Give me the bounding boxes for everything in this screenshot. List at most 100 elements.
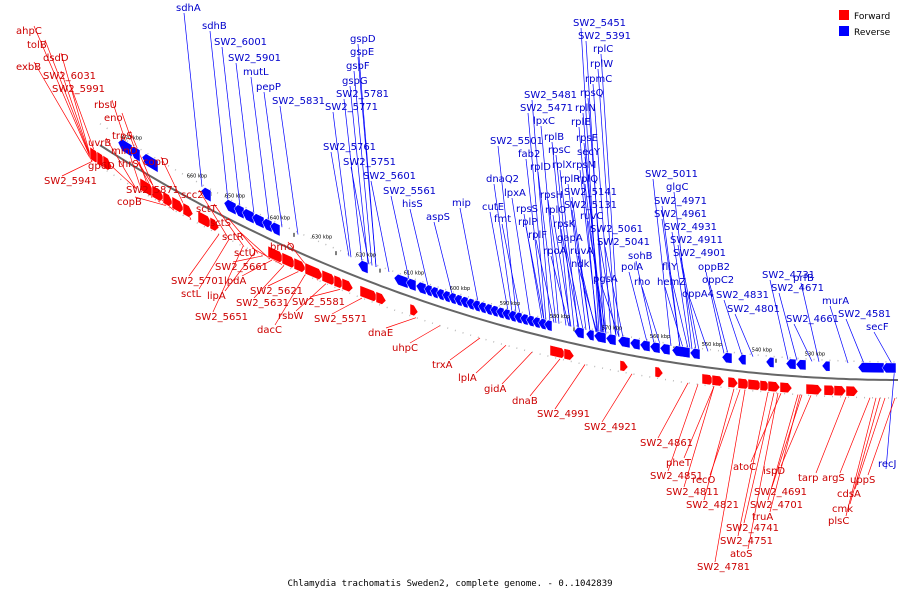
gene-arrow <box>649 341 661 354</box>
reverse-leader-line <box>511 197 531 317</box>
reverse-gene-label: rho <box>634 277 650 288</box>
reverse-gene-label: gapA <box>557 233 583 244</box>
reverse-leader-line <box>353 70 373 266</box>
reverse-leader-line <box>677 244 697 350</box>
gene-arrow <box>549 344 567 359</box>
reverse-leader-line <box>357 56 377 268</box>
reverse-gene-label: gspD <box>350 34 376 45</box>
gene-arrow <box>293 257 307 273</box>
reverse-leader-line <box>800 282 820 362</box>
reverse-gene-label: rplQ <box>577 174 598 185</box>
reverse-leader-line <box>600 283 620 337</box>
forward-leader-line <box>714 389 746 563</box>
forward-leader-line <box>232 255 264 263</box>
kbp-label: 570 kbp <box>602 325 622 331</box>
forward-leader-line <box>854 397 886 490</box>
gene-arrow <box>711 374 725 387</box>
gene-arrow <box>341 277 354 293</box>
forward-gene-label: SW2_5701 <box>171 276 224 287</box>
reverse-leader-line <box>459 207 479 302</box>
forward-gene-label: SW2_4851 <box>650 471 703 482</box>
reverse-gene-label: oppA4 <box>682 289 714 300</box>
reverse-gene-label: SW2_5011 <box>645 169 698 180</box>
gene-arrow <box>543 319 553 332</box>
gene-arrow <box>721 352 733 364</box>
forward-gene-label: ahpC <box>16 26 42 37</box>
gene-arrow <box>605 333 617 346</box>
reverse-leader-line <box>664 286 684 348</box>
reverse-gene-label: rplN <box>575 103 596 114</box>
forward-leader-line <box>845 397 877 517</box>
reverse-leader-line <box>531 99 551 322</box>
forward-gene-label: exbB <box>16 62 41 73</box>
gene-arrow <box>619 360 629 372</box>
forward-gene-label: rsbW <box>278 311 304 322</box>
forward-leader-line <box>309 289 341 298</box>
reverse-gene-label: polA <box>621 262 643 273</box>
reverse-gene-label: rpoA <box>543 246 567 257</box>
reverse-gene-label: rplD <box>530 162 551 173</box>
reverse-gene-label: fliY <box>662 262 678 273</box>
forward-gene-label: lpdA <box>224 276 246 287</box>
reverse-leader-line <box>600 53 620 337</box>
gene-arrow <box>209 216 220 232</box>
reverse-gene-label: secF <box>866 322 889 333</box>
reverse-gene-label: rplX <box>552 160 572 171</box>
forward-gene-label: sctL <box>181 289 202 300</box>
genome-backbone <box>99 144 898 381</box>
kbp-label: 620 kbp <box>356 253 376 259</box>
forward-gene-label: lipA <box>207 291 226 302</box>
kbp-label: 590 kbp <box>500 301 520 307</box>
reverse-leader-line <box>279 105 299 235</box>
reverse-gene-label: SW2_4661 <box>786 314 839 325</box>
reverse-gene-label: lpxC <box>533 116 555 127</box>
forward-gene-label: trxA <box>432 360 453 371</box>
reverse-gene-label: rplW <box>590 59 613 70</box>
forward-leader-line <box>227 217 259 254</box>
forward-leader-line <box>60 52 93 162</box>
forward-gene-label: SW2_4821 <box>686 500 739 511</box>
gene-arrow <box>573 326 585 340</box>
forward-gene-label: cmk <box>832 504 853 515</box>
forward-leader-line <box>241 259 273 277</box>
reverse-leader-line <box>525 158 545 321</box>
genome-caption: Chlamydia trachomatis Sweden2, complete … <box>287 579 612 589</box>
forward-gene-label: argS <box>822 473 845 484</box>
reverse-leader-line <box>540 125 560 324</box>
gene-arrow <box>585 329 595 342</box>
reverse-leader-line <box>571 209 591 331</box>
forward-gene-label: SW2_4781 <box>697 562 750 573</box>
forward-gene-label: uppS <box>850 475 875 486</box>
reverse-gene-label: SW2_4831 <box>716 290 769 301</box>
reverse-gene-label: rpsS <box>516 204 538 215</box>
forward-leader-line <box>747 392 779 550</box>
reverse-gene-label: ruvA <box>570 246 593 257</box>
kbp-label: 670 kbp <box>122 135 142 141</box>
reverse-leader-line <box>550 255 570 327</box>
forward-gene-label: SW2_4691 <box>754 487 807 498</box>
forward-leader-line <box>134 196 166 206</box>
reverse-gene-label: pepP <box>256 82 281 93</box>
kbp-label: 630 kbp <box>312 235 332 241</box>
forward-gene-label: SW2_5661 <box>215 262 268 273</box>
reverse-leader-line <box>370 180 390 272</box>
reverse-gene-label: SW2_6001 <box>214 37 267 48</box>
reverse-leader-line <box>641 286 661 345</box>
gene-arrow <box>767 380 781 393</box>
forward-gene-label: sctT <box>196 204 218 215</box>
forward-gene-label: sctU <box>234 248 256 259</box>
forward-gene-label: copD <box>143 157 169 168</box>
reverse-gene-label: glgC <box>666 182 688 193</box>
gene-arrow <box>269 222 281 237</box>
reverse-leader-line <box>661 218 681 348</box>
reverse-leader-line <box>579 169 599 333</box>
reverse-leader-line <box>433 221 453 294</box>
forward-leader-line <box>213 203 245 247</box>
kbp-label: 600 kbp <box>450 286 470 292</box>
reverse-leader-line <box>330 151 350 257</box>
gene-arrow <box>375 291 387 305</box>
forward-leader-line <box>224 251 256 292</box>
kbp-label: 560 kbp <box>650 334 670 340</box>
reverse-leader-line <box>705 271 725 354</box>
reverse-leader-line <box>873 331 893 365</box>
